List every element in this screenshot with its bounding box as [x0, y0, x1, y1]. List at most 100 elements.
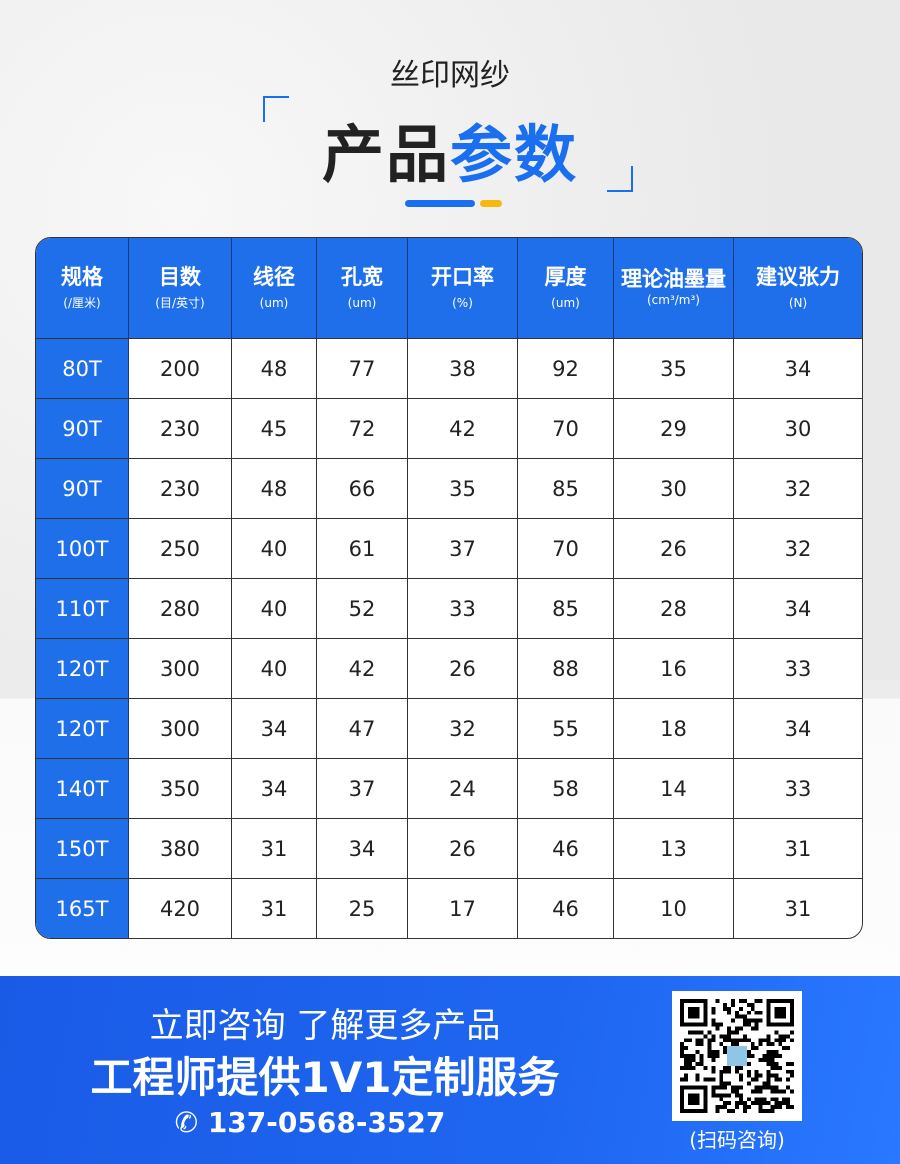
table-cell: 31 [734, 878, 862, 938]
table-row: 120T 300 34 47 32 55 18 34 [36, 698, 862, 758]
divider-bar-accent [480, 200, 502, 207]
phone-icon: ✆ [174, 1106, 208, 1139]
column-header: 孔宽 (um) [317, 238, 408, 338]
column-unit: (目/英寸) [155, 296, 205, 311]
column-label: 厚度 [544, 265, 587, 290]
spec-cell: 120T [36, 638, 129, 698]
table-cell: 34 [734, 698, 862, 758]
table-cell: 92 [518, 338, 614, 398]
spec-cell: 110T [36, 578, 129, 638]
table-cell: 38 [408, 338, 518, 398]
table-cell: 230 [129, 458, 232, 518]
table-cell: 280 [129, 578, 232, 638]
subtitle: 丝印网纱 [390, 58, 510, 93]
column-unit: (um) [259, 296, 289, 311]
table-cell: 16 [614, 638, 734, 698]
column-label: 规格 [61, 265, 103, 290]
phone[interactable]: ✆ 137-0568-3527 [0, 1106, 620, 1139]
table-cell: 45 [232, 398, 317, 458]
table-cell: 29 [614, 398, 734, 458]
table-cell: 42 [408, 398, 518, 458]
table-cell: 46 [518, 878, 614, 938]
table-cell: 46 [518, 818, 614, 878]
table-cell: 47 [317, 698, 408, 758]
table-cell: 200 [129, 338, 232, 398]
table-row: 150T 380 31 34 26 46 13 31 [36, 818, 862, 878]
contact-banner: 立即咨询 了解更多产品 工程师提供1V1定制服务 ✆ 137-0568-3527… [0, 976, 900, 1164]
table-cell: 34 [317, 818, 408, 878]
table-cell: 32 [408, 698, 518, 758]
table-cell: 300 [129, 638, 232, 698]
table-cell: 85 [518, 578, 614, 638]
column-label: 目数 [159, 265, 201, 290]
title-part2: 参数 [450, 118, 579, 191]
table-cell: 77 [317, 338, 408, 398]
column-label: 建议张力 [756, 265, 840, 290]
table-row: 80T 200 48 77 38 92 35 34 [36, 338, 862, 398]
table-cell: 34 [232, 698, 317, 758]
spec-cell: 100T [36, 518, 129, 578]
column-label: 开口率 [431, 265, 494, 290]
table-cell: 33 [734, 638, 862, 698]
table-cell: 420 [129, 878, 232, 938]
column-unit: (N) [788, 296, 808, 311]
table-cell: 70 [518, 398, 614, 458]
spec-cell: 90T [36, 398, 129, 458]
column-label: 孔宽 [341, 265, 383, 290]
column-label: 理论油墨量 [621, 267, 726, 292]
table-cell: 48 [232, 338, 317, 398]
table-cell: 55 [518, 698, 614, 758]
column-unit: (/厘米) [63, 296, 101, 311]
table-cell: 88 [518, 638, 614, 698]
table-cell: 52 [317, 578, 408, 638]
column-header: 目数 (目/英寸) [129, 238, 232, 338]
table-cell: 34 [734, 338, 862, 398]
table-row: 100T 250 40 61 37 70 26 32 [36, 518, 862, 578]
table-cell: 85 [518, 458, 614, 518]
table-cell: 34 [734, 578, 862, 638]
table-cell: 230 [129, 398, 232, 458]
table-cell: 37 [408, 518, 518, 578]
column-unit: (um) [347, 296, 377, 311]
spec-cell: 120T [36, 698, 129, 758]
table-cell: 24 [408, 758, 518, 818]
table-cell: 26 [408, 638, 518, 698]
spec-cell: 80T [36, 338, 129, 398]
column-header: 厚度 (um) [518, 238, 614, 338]
table-cell: 34 [232, 758, 317, 818]
table-cell: 66 [317, 458, 408, 518]
table-row: 90T 230 45 72 42 70 29 30 [36, 398, 862, 458]
table-cell: 13 [614, 818, 734, 878]
table-cell: 300 [129, 698, 232, 758]
spec-cell: 140T [36, 758, 129, 818]
table-cell: 30 [734, 398, 862, 458]
table-cell: 72 [317, 398, 408, 458]
table-row: 165T 420 31 25 17 46 10 31 [36, 878, 862, 938]
cta-line1: 立即咨询 了解更多产品 [149, 1006, 501, 1046]
params-table: 规格 (/厘米) 目数 (目/英寸) 线径 (um) 孔宽 (um) 开口率 (%) 厚度 (um) 理… [35, 237, 863, 939]
phone-number[interactable]: 137-0568-3527 [207, 1106, 446, 1139]
table-cell: 35 [614, 338, 734, 398]
table-row: 110T 280 40 52 33 85 28 34 [36, 578, 862, 638]
table-cell: 33 [734, 758, 862, 818]
cta-line2: 工程师提供1V1定制服务 [90, 1053, 560, 1102]
table-cell: 32 [734, 458, 862, 518]
table-cell: 250 [129, 518, 232, 578]
table-cell: 33 [408, 578, 518, 638]
table-cell: 40 [232, 578, 317, 638]
table-cell: 32 [734, 518, 862, 578]
qr-code [672, 991, 802, 1121]
table-row: 120T 300 40 42 26 88 16 33 [36, 638, 862, 698]
spec-cell: 150T [36, 818, 129, 878]
qr-label: (扫码咨询) [689, 1128, 785, 1152]
table-cell: 31 [232, 878, 317, 938]
column-header: 开口率 (%) [408, 238, 518, 338]
column-unit: (um) [551, 296, 580, 311]
table-cell: 18 [614, 698, 734, 758]
column-header: 规格 (/厘米) [36, 238, 129, 338]
table-cell: 26 [408, 818, 518, 878]
table-row: 140T 350 34 37 24 58 14 33 [36, 758, 862, 818]
table-cell: 350 [129, 758, 232, 818]
column-unit: (%) [452, 296, 473, 311]
table-cell: 25 [317, 878, 408, 938]
